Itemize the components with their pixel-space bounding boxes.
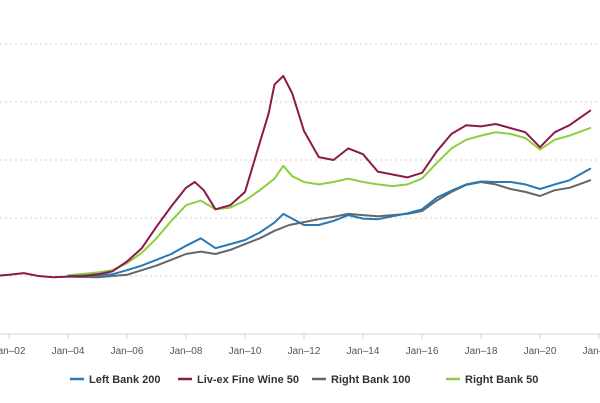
series-line xyxy=(0,74,592,279)
x-tick-label: Jan–16 xyxy=(406,346,439,357)
legend: Left Bank 200 Liv-ex Fine Wine 50 Right Ba… xyxy=(70,374,538,386)
x-tick-label: Jan–08 xyxy=(170,346,203,357)
gridlines xyxy=(0,43,600,277)
x-tick-label: Jan–18 xyxy=(465,346,498,357)
series-line xyxy=(67,167,592,277)
series-lines xyxy=(0,74,592,279)
legend-label: Left Bank 200 xyxy=(89,374,161,386)
legend-label: Liv-ex Fine Wine 50 xyxy=(197,374,299,386)
x-tick-label: Jan–14 xyxy=(347,346,380,357)
series-line xyxy=(67,127,592,277)
x-tick-label: Jan–06 xyxy=(111,346,144,357)
x-tick-label: Jan–20 xyxy=(524,346,557,357)
series-line xyxy=(67,179,592,279)
legend-item[interactable]: Right Bank 100 xyxy=(312,374,410,386)
legend-item[interactable]: Left Bank 200 xyxy=(70,374,161,386)
x-tick-label: Jan–04 xyxy=(52,346,85,357)
legend-label: Right Bank 100 xyxy=(331,374,410,386)
x-tick-label: Jan–02 xyxy=(0,346,26,357)
x-axis-ticks: Jan–02 Jan–04 Jan–06 Jan–08 Jan–10 Jan–12 Jan–… xyxy=(0,334,600,357)
x-tick-label: Jan–12 xyxy=(288,346,321,357)
x-tick-label: Jan–10 xyxy=(229,346,262,357)
x-tick-label: Jan–22 xyxy=(583,346,600,357)
legend-item[interactable]: Liv-ex Fine Wine 50 xyxy=(178,374,299,386)
legend-label: Right Bank 50 xyxy=(465,374,538,386)
legend-item[interactable]: Right Bank 50 xyxy=(446,374,538,386)
